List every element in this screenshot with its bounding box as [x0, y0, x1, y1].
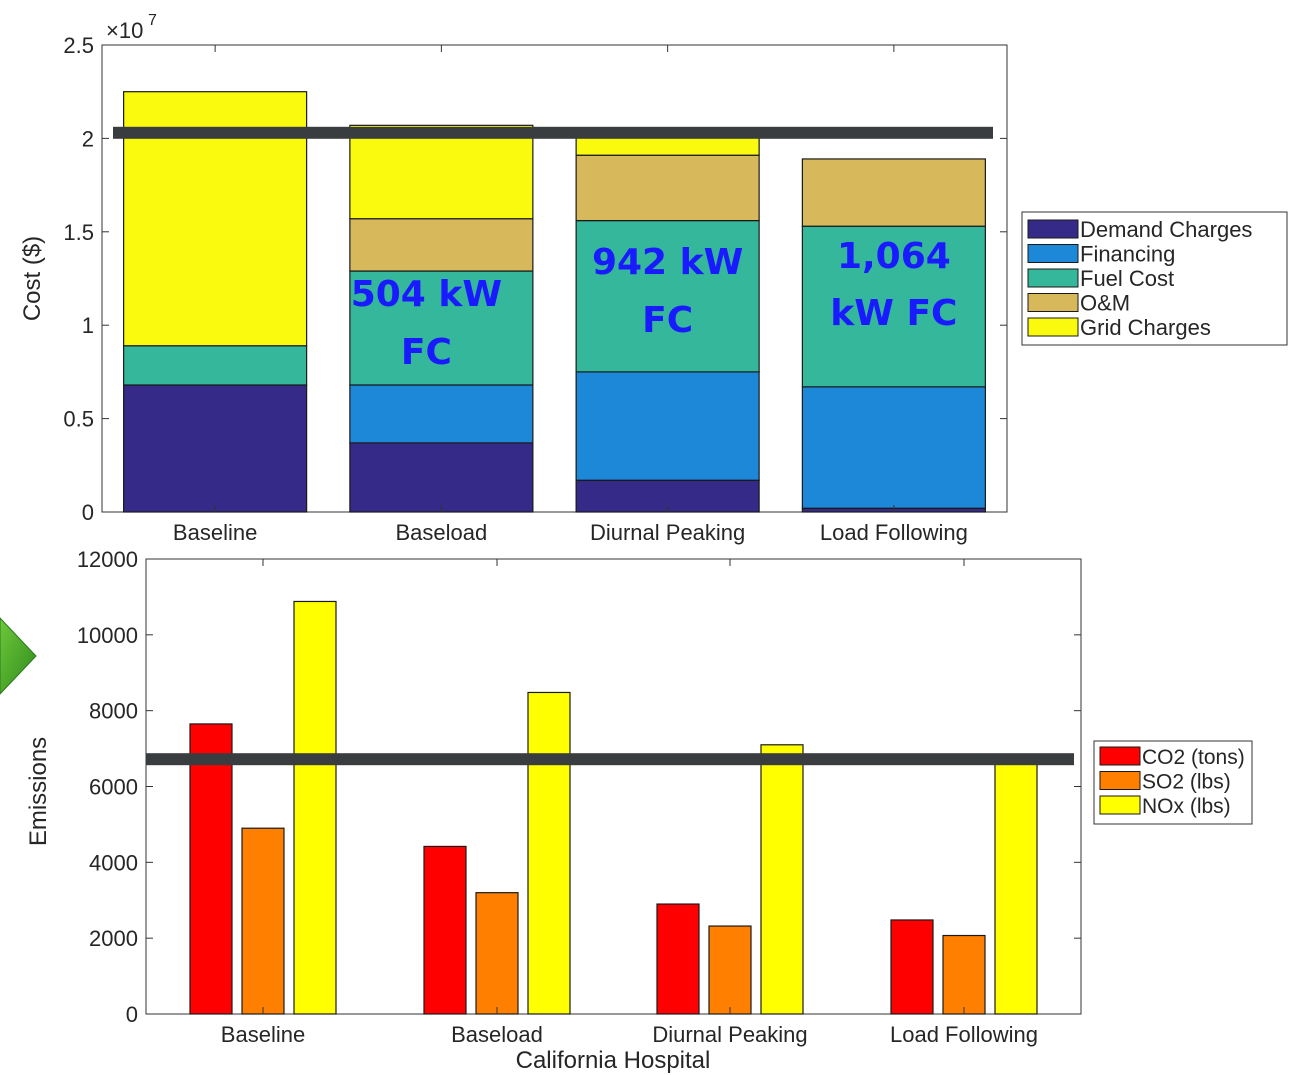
legend-swatch	[1027, 317, 1079, 337]
legend-swatch	[1027, 219, 1079, 239]
x-tick-label: Baseload	[396, 520, 488, 545]
bar	[423, 845, 467, 1015]
y-tick-label: 0.5	[63, 407, 94, 432]
legend-label: Demand Charges	[1080, 217, 1252, 242]
bar-segment	[801, 386, 986, 509]
x-axis-label: California Hospital	[516, 1047, 711, 1074]
legend-swatch	[1027, 244, 1079, 263]
legend-label: SO2 (lbs)	[1142, 771, 1231, 794]
x-tick-label: Diurnal Peaking	[652, 1022, 807, 1047]
bar-segment	[349, 270, 534, 386]
bar	[994, 761, 1038, 1015]
x-tick-label: Diurnal Peaking	[590, 520, 745, 545]
x-tick-label: Load Following	[820, 520, 968, 545]
bar	[475, 892, 519, 1015]
legend-label: Fuel Cost	[1080, 266, 1174, 291]
bar-segment	[575, 219, 760, 373]
bar	[527, 691, 571, 1015]
y-exponent-label: ×10	[106, 18, 143, 43]
y-tick-label: 10000	[77, 623, 138, 648]
y-tick-label: 2	[82, 126, 94, 151]
bar-segment	[801, 225, 986, 388]
legend-label: CO2 (tons)	[1142, 746, 1245, 769]
bar	[890, 919, 934, 1015]
y-tick-label: 2000	[89, 926, 138, 951]
bar	[189, 723, 233, 1015]
bar-segment	[801, 158, 986, 227]
y-axis-label: Cost ($)	[19, 236, 46, 321]
y-tick-label: 2.5	[63, 33, 94, 58]
emissions-chart: 0 2000 4000 6000 8000 10000 12000 Emissions Cali…	[25, 547, 1253, 1074]
threshold-line	[146, 753, 1074, 766]
legend-label: O&M	[1080, 291, 1130, 316]
x-tick-label: Baseload	[451, 1022, 543, 1047]
fuel-cell-annotation: 1,064	[837, 236, 951, 277]
legend-swatch	[1099, 771, 1141, 790]
legend-label: Grid Charges	[1080, 315, 1211, 340]
x-tick-label: Load Following	[890, 1022, 1038, 1047]
y-tick-label: 1.5	[63, 220, 94, 245]
y-tick-label: 4000	[89, 850, 138, 875]
threshold-line	[113, 126, 993, 139]
y-tick-label: 12000	[77, 547, 138, 572]
bar-segment	[349, 442, 534, 513]
bar	[708, 925, 752, 1015]
y-tick-label: 8000	[89, 699, 138, 724]
legend-label: Financing	[1080, 242, 1175, 267]
fuel-cell-annotation: kW FC	[830, 293, 957, 334]
x-tick-label: Baseline	[173, 520, 257, 545]
bar-segment	[575, 371, 760, 481]
fuel-cell-annotation: 504 kW	[351, 274, 502, 315]
plot-area	[145, 558, 1082, 1015]
y-axis-label: Emissions	[25, 737, 52, 846]
bar-segment	[575, 154, 760, 222]
bar-segment	[349, 124, 534, 220]
fuel-cell-annotation: 942 kW	[592, 242, 743, 283]
x-tick-label: Baseline	[221, 1022, 305, 1047]
cost-chart: 0 0.5 1 1.5 2 2.5 ×10 7 Cost ($) Baseline Baseload…	[19, 12, 1288, 545]
bar-segment	[123, 384, 308, 513]
bar-segment	[123, 345, 308, 386]
bar-segment	[349, 218, 534, 272]
legend-label: NOx (lbs)	[1142, 795, 1231, 818]
legend-swatch	[1027, 268, 1079, 288]
y-tick-label: 1	[82, 313, 94, 338]
y-tick-label: 0	[126, 1002, 138, 1027]
bar	[241, 827, 285, 1015]
y-exponent-power: 7	[148, 12, 157, 29]
y-tick-label: 0	[82, 500, 94, 525]
fuel-cell-annotation: FC	[642, 300, 693, 341]
legend-swatch	[1099, 795, 1141, 815]
fuel-cell-annotation: FC	[401, 332, 452, 373]
legend-swatch	[1099, 746, 1141, 766]
bar	[656, 903, 700, 1015]
next-arrow-icon	[0, 617, 37, 695]
bar	[942, 934, 986, 1015]
bar-segment	[349, 384, 534, 444]
legend-swatch	[1027, 293, 1079, 312]
y-tick-label: 6000	[89, 775, 138, 800]
bar	[760, 744, 804, 1015]
bar	[293, 600, 337, 1015]
